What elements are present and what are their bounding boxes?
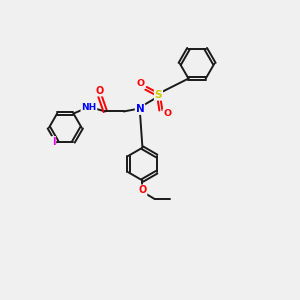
Text: O: O bbox=[95, 86, 103, 96]
Text: O: O bbox=[163, 109, 171, 118]
Text: O: O bbox=[136, 79, 145, 88]
Text: N: N bbox=[136, 104, 144, 114]
Text: I: I bbox=[52, 137, 55, 147]
Text: NH: NH bbox=[81, 103, 97, 112]
Text: S: S bbox=[155, 90, 162, 100]
Text: O: O bbox=[138, 185, 146, 195]
